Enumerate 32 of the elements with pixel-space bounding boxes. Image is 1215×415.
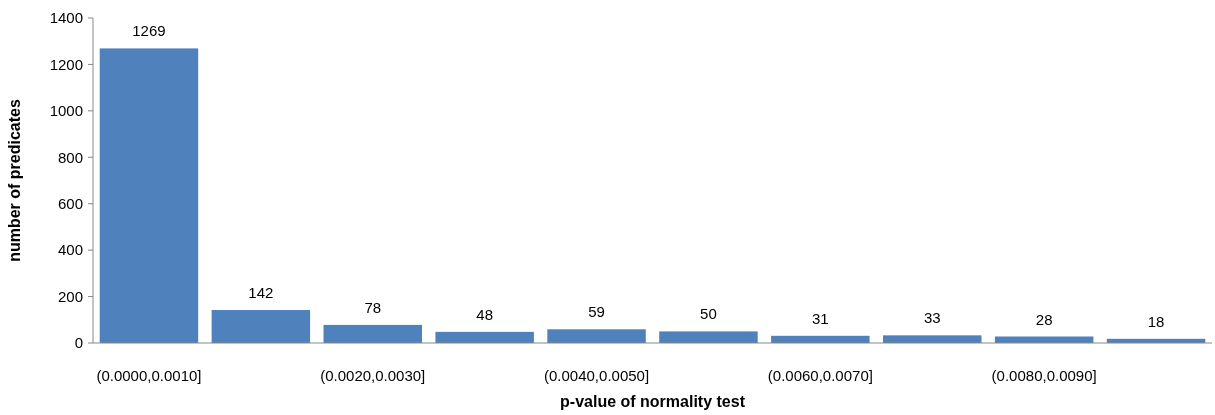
data-label: 33: [923, 309, 941, 327]
data-label: 78: [364, 298, 382, 316]
data-label: 28: [1035, 310, 1053, 328]
y-tick-label: 200: [57, 287, 83, 305]
y-tick-label: 0: [74, 334, 83, 352]
data-label: 142: [248, 284, 274, 302]
data-label: 31: [812, 309, 829, 327]
data-label: 48: [476, 305, 493, 323]
y-tick-label: 1200: [49, 55, 83, 73]
y-tick-label: 1400: [49, 9, 83, 27]
data-label: 18: [1147, 312, 1165, 330]
bar: [211, 310, 311, 343]
bar: [659, 331, 758, 343]
bar: [547, 329, 646, 343]
y-axis-title: number of predicates: [6, 99, 23, 262]
x-tick-label: (0.0040,0.0050]: [544, 367, 650, 384]
y-tick-label: 800: [57, 148, 83, 166]
x-tick-label: (0.0020,0.0030]: [320, 367, 426, 384]
y-tick-label: 1000: [49, 102, 83, 120]
data-label: 1269: [132, 22, 166, 40]
x-tick-label: (0.0060,0.0070]: [767, 367, 873, 384]
bar: [99, 48, 199, 343]
y-tick-label: 600: [57, 194, 83, 212]
bar: [883, 335, 982, 343]
bar: [323, 324, 422, 343]
bar: [435, 331, 534, 343]
data-label: 50: [700, 305, 717, 323]
x-tick-label: (0.0080,0.0090]: [991, 367, 1097, 384]
data-label: 59: [588, 303, 605, 321]
y-tick-label: 400: [57, 241, 83, 259]
x-tick-label: (0.0000,0.0010]: [96, 367, 202, 384]
x-axis-title: p-value of normality test: [560, 393, 746, 410]
